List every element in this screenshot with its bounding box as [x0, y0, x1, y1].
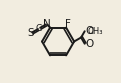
Text: N: N [43, 19, 51, 29]
Text: CH₃: CH₃ [87, 27, 103, 36]
Text: C: C [36, 24, 42, 33]
Text: O: O [86, 39, 94, 49]
Text: F: F [65, 20, 71, 29]
Text: S: S [28, 28, 34, 38]
Text: O: O [85, 26, 94, 36]
